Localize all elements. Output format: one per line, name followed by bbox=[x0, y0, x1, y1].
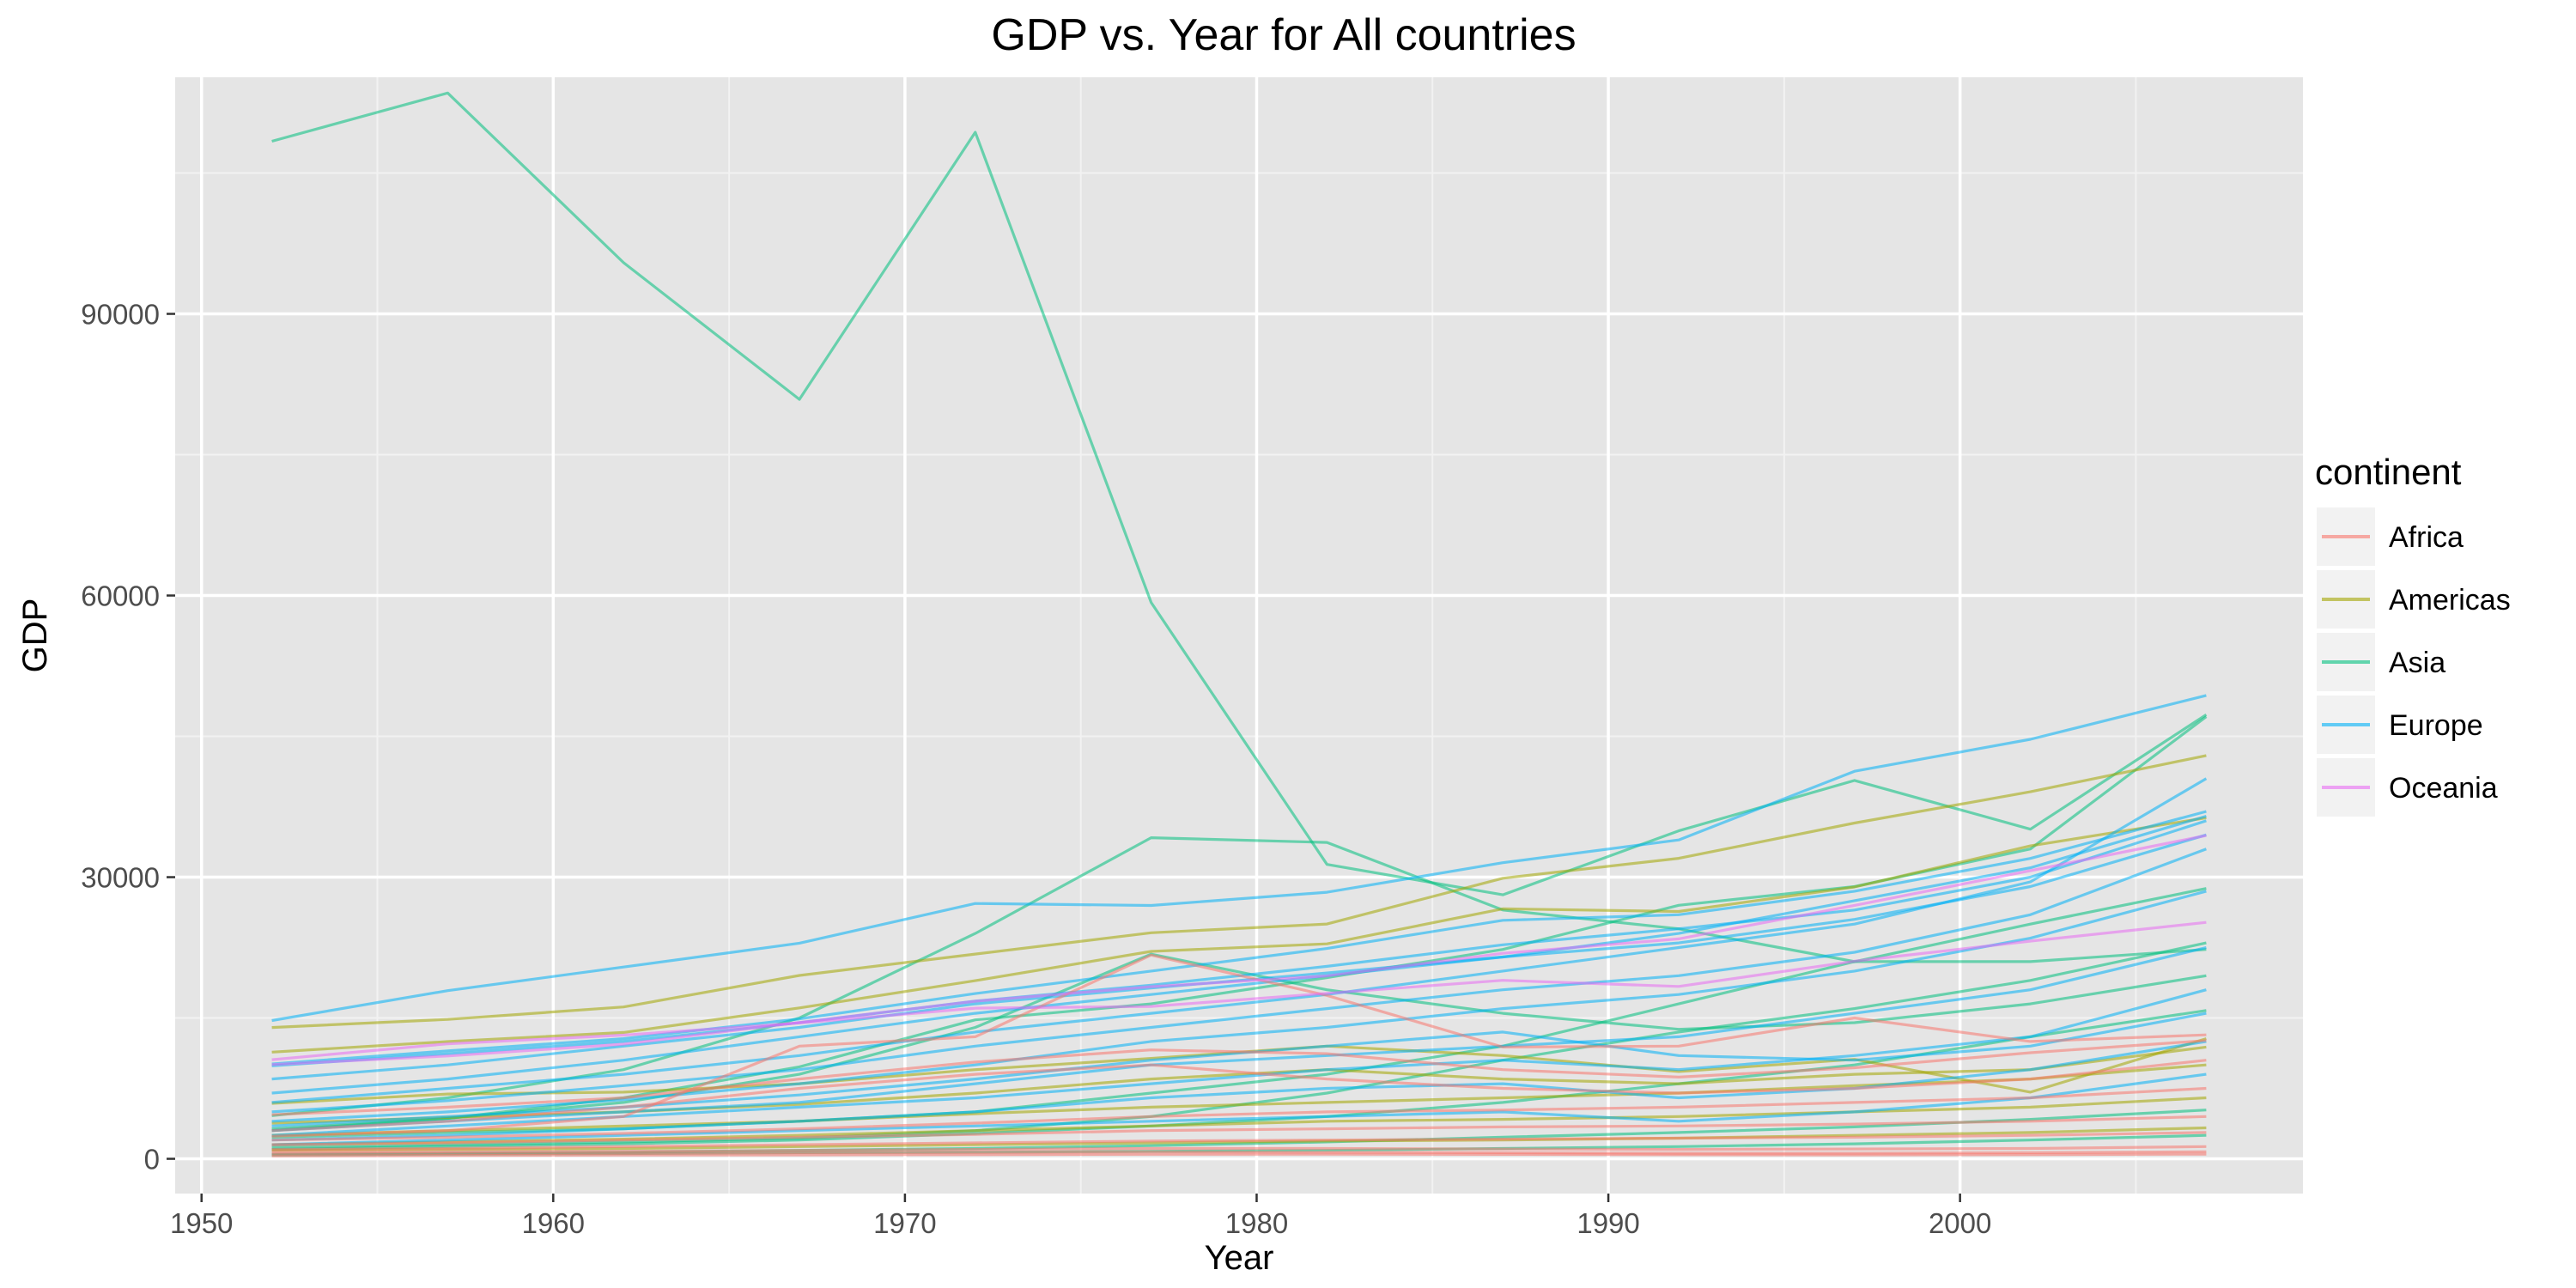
series-line-oceania bbox=[271, 834, 2207, 1066]
series-line-africa bbox=[271, 1039, 2207, 1116]
legend-label-africa: Africa bbox=[2389, 521, 2464, 554]
series-line-asia bbox=[271, 1009, 2207, 1151]
series-line-asia bbox=[271, 835, 2207, 1117]
legend-label-americas: Americas bbox=[2389, 584, 2511, 617]
series-line-americas bbox=[271, 754, 2207, 1030]
legend-label-europe: Europe bbox=[2389, 709, 2483, 742]
x-tick-label: 1980 bbox=[1225, 1207, 1288, 1239]
series-line-africa bbox=[271, 1059, 2207, 1133]
y-tick-label: 0 bbox=[144, 1144, 160, 1176]
series-line-europe bbox=[271, 1040, 2207, 1142]
series-line-europe bbox=[271, 810, 2207, 1066]
series-line-africa bbox=[271, 953, 2207, 1138]
y-axis-title: GDP bbox=[16, 598, 54, 673]
legend: Africa Americas Asia Europe Oceania bbox=[2317, 507, 2511, 817]
grid-lines bbox=[175, 77, 2303, 1194]
series-line-europe bbox=[271, 1072, 2207, 1146]
legend-label-oceania: Oceania bbox=[2389, 772, 2498, 805]
series-line-asia bbox=[271, 952, 2207, 1131]
series-line-europe bbox=[271, 890, 2207, 1123]
x-tick-label: 1990 bbox=[1577, 1207, 1639, 1239]
series-line-europe bbox=[271, 777, 2208, 1104]
x-tick-label: 1970 bbox=[873, 1207, 936, 1239]
series-lines bbox=[271, 91, 2208, 1157]
plot-panel bbox=[175, 77, 2303, 1194]
y-tick-label: 30000 bbox=[81, 862, 160, 894]
series-line-europe bbox=[271, 694, 2207, 1023]
x-axis-title: Year bbox=[1205, 1239, 1274, 1277]
legend-title: continent bbox=[2315, 452, 2462, 492]
x-tick-label: 2000 bbox=[1929, 1207, 1991, 1239]
series-line-oceania bbox=[271, 920, 2207, 1061]
series-line-africa bbox=[271, 1145, 2207, 1154]
series-line-americas bbox=[271, 816, 2207, 1054]
x-axis: 1950 1960 1970 1980 1990 2000 bbox=[170, 1194, 1991, 1239]
series-line-africa bbox=[271, 1152, 2207, 1157]
series-line-europe bbox=[271, 945, 2207, 1133]
legend-label-asia: Asia bbox=[2389, 647, 2445, 679]
series-line-africa bbox=[271, 1131, 2207, 1151]
series-line-europe bbox=[271, 814, 2207, 1095]
series-line-africa bbox=[271, 1115, 2207, 1146]
series-line-africa bbox=[271, 1150, 2207, 1156]
y-tick-label: 90000 bbox=[81, 299, 160, 331]
y-tick-label: 60000 bbox=[81, 580, 160, 612]
series-line-americas bbox=[271, 1126, 2207, 1152]
series-line-europe bbox=[271, 848, 2207, 1114]
x-tick-label: 1960 bbox=[522, 1207, 585, 1239]
y-axis: 0 30000 60000 90000 bbox=[81, 299, 175, 1176]
series-line-africa bbox=[271, 1086, 2207, 1142]
x-tick-label: 1950 bbox=[170, 1207, 233, 1239]
chart-title: GDP vs. Year for All countries bbox=[991, 10, 1576, 60]
series-line-asia bbox=[271, 91, 2208, 896]
